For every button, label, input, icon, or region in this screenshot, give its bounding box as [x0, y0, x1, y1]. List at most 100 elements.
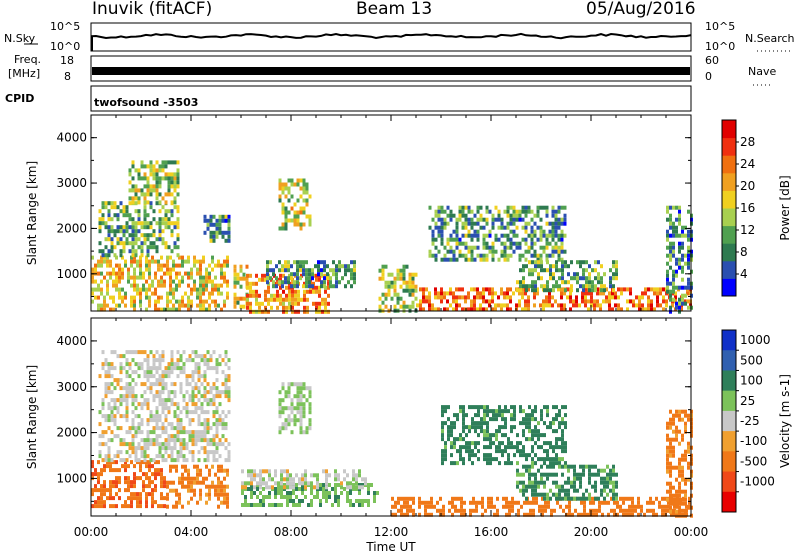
cpid-strip: CPID twofsound -3503 [5, 85, 692, 112]
date-title: 05/Aug/2016 [586, 0, 696, 19]
frequency-band [92, 67, 690, 75]
power-colorbar-tick: 8 [740, 245, 748, 259]
power-echo-region [516, 260, 618, 293]
velocity-echo-region [91, 460, 166, 509]
velocity-colorbar-tick: 100 [740, 374, 763, 388]
power-echo-region [246, 273, 330, 314]
power-colorbar-segment [722, 260, 736, 279]
power-colorbar-segment [722, 208, 736, 227]
nsky-trace [90, 32, 692, 40]
power-echo-region [128, 160, 180, 205]
power-colorbar-tick: 20 [740, 179, 755, 193]
y-tick-label: 4000 [56, 131, 87, 145]
nsearch-tick-bottom: 10^0 [705, 40, 735, 53]
nsearch-label: N.Search [745, 32, 795, 45]
power-colorbar-segment [722, 172, 736, 191]
velocity-colorbar-segment [722, 491, 736, 513]
freq-strip: Freq. [MHz] 18 8 60 0 Nave [8, 53, 776, 86]
velocity-echo-region [166, 464, 229, 509]
power-colorbar-tick: 16 [740, 201, 755, 215]
cpid-value: twofsound -3503 [94, 96, 198, 109]
power-colorbar-tick: 12 [740, 223, 755, 237]
x-tick-label: 12:00 [374, 525, 409, 539]
velocity-colorbar-segment [722, 451, 736, 473]
y-tick-label: 1000 [56, 471, 87, 485]
power-colorbar-tick: 4 [740, 267, 748, 281]
velocity-colorbar-tick: 500 [740, 353, 763, 367]
x-tick-label: 00:00 [674, 525, 709, 539]
velocity-echo-region [516, 464, 618, 501]
velocity-panel: 1000 2000 3000 4000 Slant Range [km] [25, 317, 693, 518]
velocity-colorbar-tick: -500 [740, 454, 767, 468]
velocity-echo-region [441, 405, 567, 466]
station-title: Inuvik (fitACF) [92, 0, 213, 19]
y-tick-label: 2000 [56, 426, 87, 440]
velocity-echo-region [241, 469, 367, 490]
power-colorbar: 4 8 12 16 20 24 28 Power [dB] [721, 119, 792, 297]
velocity-colorbar-label: Velocity [m s-1] [778, 374, 792, 468]
velocity-colorbar-segment [722, 350, 736, 371]
velocity-colorbar-tick: 25 [740, 394, 755, 408]
cpid-label: CPID [5, 92, 34, 105]
power-echo-region [666, 205, 693, 314]
power-panel: 1000 2000 3000 4000 Slant Range [km] [25, 114, 693, 314]
nsky-tick-bottom: 10^0 [50, 40, 80, 53]
y-axis-label: Slant Range [km] [25, 161, 39, 265]
power-echo-region [266, 260, 356, 289]
power-colorbar-tick: 24 [740, 157, 755, 171]
freq-tick-bottom: 8 [64, 70, 71, 83]
power-colorbar-tick: 28 [740, 135, 755, 149]
beam-title: Beam 13 [356, 0, 433, 19]
velocity-colorbar-segment [722, 330, 736, 351]
velocity-colorbar-tick: -25 [740, 414, 760, 428]
freq-tick-top: 18 [60, 54, 74, 67]
x-tick-label: 16:00 [474, 525, 509, 539]
x-tick-label: 04:00 [174, 525, 209, 539]
power-colorbar-segment [722, 155, 736, 174]
y-axis-label: Slant Range [km] [25, 365, 39, 469]
y-tick-label: 3000 [56, 380, 87, 394]
velocity-colorbar-segment [722, 410, 736, 432]
power-echo-region [98, 201, 180, 258]
power-colorbar-segment [722, 225, 736, 244]
velocity-colorbar-segment [722, 431, 736, 452]
nsky-strip: N.Sky 10^5 10^0 10^5 10^0 N.Search [4, 20, 795, 53]
nave-tick-top: 60 [705, 54, 719, 67]
velocity-colorbar-segment [722, 471, 736, 493]
power-colorbar-segment [722, 120, 736, 139]
power-colorbar-label: Power [dB] [778, 175, 792, 240]
x-axis-label: Time UT [365, 540, 416, 554]
power-colorbar-segment [722, 137, 736, 156]
velocity-colorbar-tick: -100 [740, 434, 767, 448]
power-echo-region [378, 264, 418, 313]
velocity-colorbar-tick: -1000 [740, 475, 775, 489]
power-colorbar-segment [722, 278, 736, 297]
velocity-colorbar-tick: 1000 [740, 333, 771, 347]
y-tick-label: 2000 [56, 221, 87, 235]
time-axis: 00:00 04:00 08:00 12:00 16:00 20:00 00:00 [74, 525, 709, 539]
power-echo-region [428, 205, 567, 262]
x-tick-label: 20:00 [574, 525, 609, 539]
power-colorbar-segment [722, 190, 736, 209]
power-echo-region [203, 214, 231, 243]
nsky-label: N.Sky [4, 32, 36, 45]
nave-tick-bottom: 0 [705, 70, 712, 83]
freq-unit: [MHz] [8, 67, 40, 80]
y-tick-label: 1000 [56, 267, 87, 281]
nsky-tick-top: 10^5 [50, 20, 80, 33]
power-colorbar-segment [722, 243, 736, 262]
x-tick-label: 08:00 [274, 525, 309, 539]
y-tick-label: 3000 [56, 176, 87, 190]
nave-label: Nave [748, 65, 776, 78]
velocity-colorbar-segment [722, 370, 736, 392]
freq-label: Freq. [14, 53, 41, 66]
y-tick-label: 4000 [56, 334, 87, 348]
x-tick-label: 00:00 [74, 525, 109, 539]
power-echo-region [278, 178, 312, 231]
power-echo-region [91, 255, 229, 312]
velocity-colorbar-segment [722, 390, 736, 412]
velocity-echo-region [278, 382, 312, 435]
nsearch-tick-top: 10^5 [705, 20, 735, 33]
